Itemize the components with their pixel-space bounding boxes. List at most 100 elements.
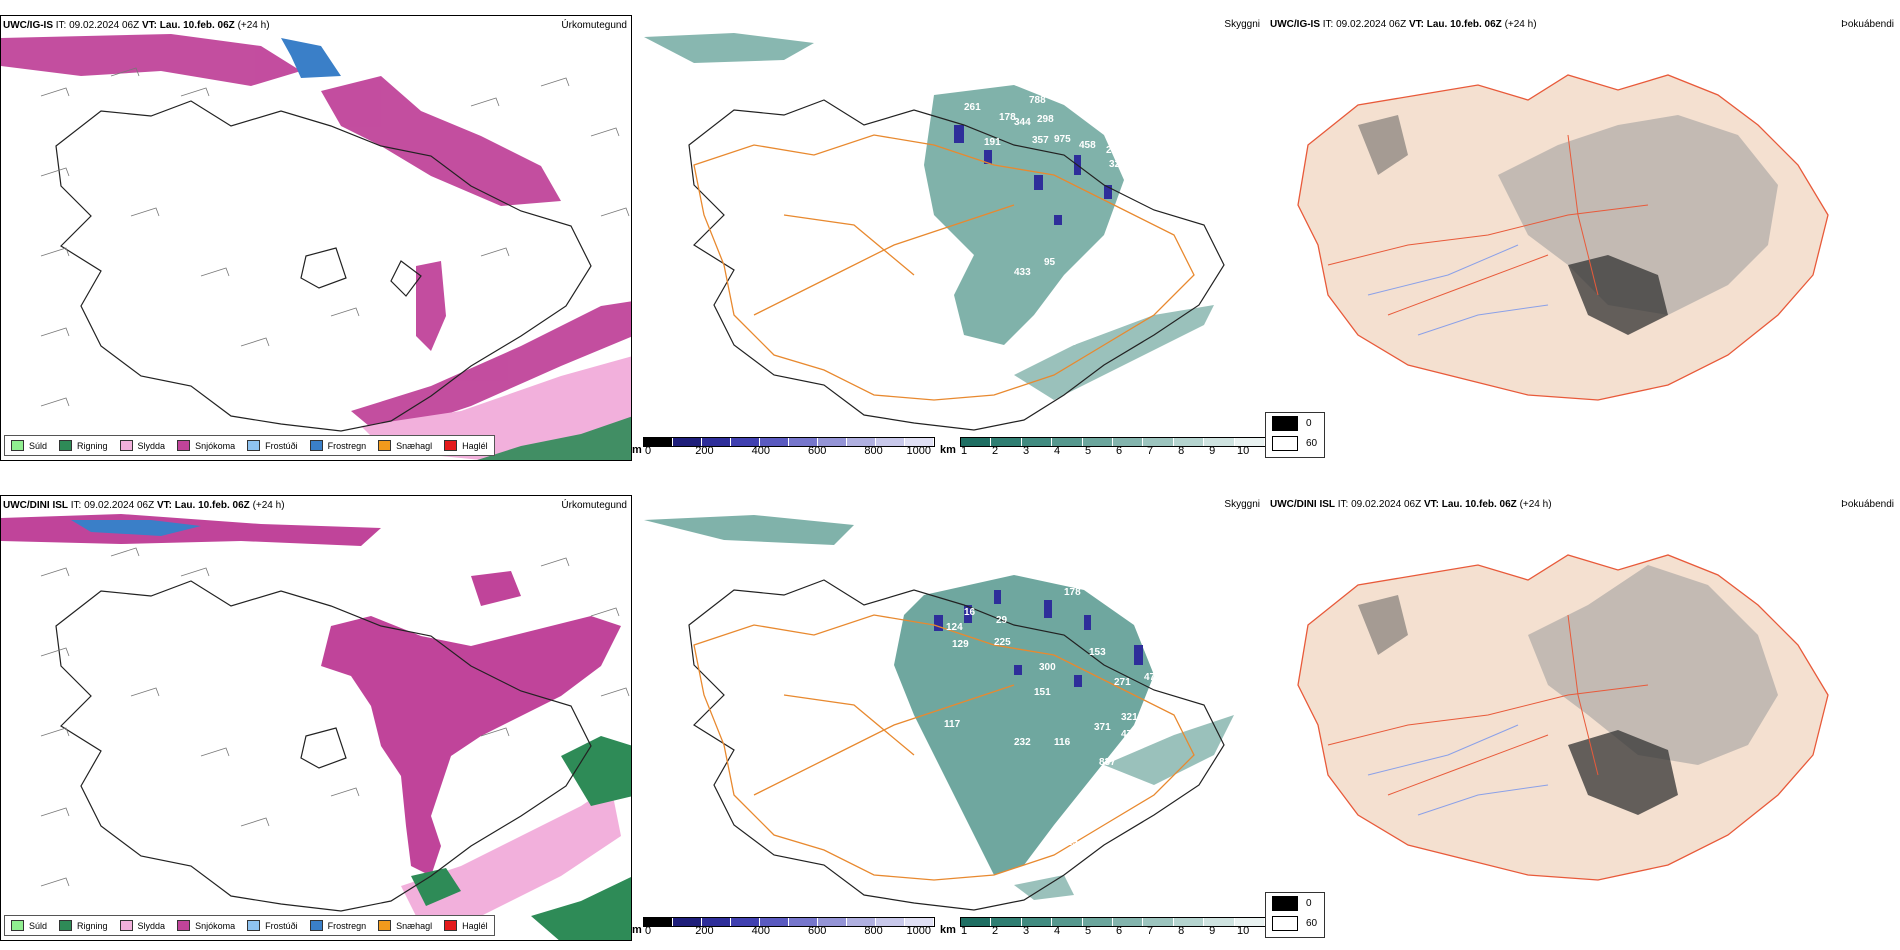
- colorbar-segment: [876, 438, 905, 446]
- colorbar-segment: [644, 438, 673, 446]
- tick-label: 10: [1237, 925, 1250, 937]
- tick-label: 200: [695, 925, 714, 937]
- legend-swatch: [59, 440, 73, 451]
- colorbar-segment: [818, 438, 847, 446]
- colorbar-segment: [991, 438, 1022, 446]
- colorbar-segment: [673, 438, 702, 446]
- elevation-ticks: 0 200 400 600 800 1000: [645, 445, 931, 459]
- height-label: 298: [1037, 114, 1054, 125]
- colorbar-segment: [702, 918, 731, 926]
- colorbar-segment: [818, 918, 847, 926]
- model-name: UWC/DINI ISL: [1270, 499, 1335, 510]
- legend-item-freezing-drizzle: Frostúði: [247, 920, 298, 931]
- legend-swatch: [1272, 435, 1298, 451]
- legend-label: Frostúði: [265, 920, 298, 931]
- panel-header: UWC/DINI ISL IT: 09.02.2024 06Z VT: Lau.…: [1270, 499, 1552, 510]
- colorbar-segment: [905, 438, 934, 446]
- height-label: 837: [1099, 757, 1116, 768]
- tick-label: 1: [960, 445, 968, 457]
- tick-label: 800: [864, 445, 883, 457]
- colorbar-segment: [1082, 438, 1113, 446]
- legend-label: Súld: [29, 440, 48, 451]
- fog-index-title: Þokuábendi: [1841, 499, 1894, 510]
- legend-label: Frostregn: [327, 920, 367, 931]
- legend-swatch: [247, 440, 261, 451]
- colorbar-segment: [1052, 918, 1083, 926]
- legend-label: Snæhagl: [396, 440, 433, 451]
- height-label: 499: [1129, 182, 1146, 193]
- legend-item-drizzle: Súld: [11, 920, 47, 931]
- legend-swatch: [119, 440, 133, 451]
- tick-label: 600: [808, 445, 827, 457]
- colorbar-segment: [789, 918, 818, 926]
- colorbar-segment: [702, 438, 731, 446]
- height-label: 371: [1094, 722, 1111, 733]
- height-label: 153: [1089, 647, 1106, 658]
- visibility-ticks: 1 2 3 4 5 6 7 8 9 10: [960, 445, 1250, 459]
- colorbar-segment: [961, 438, 992, 446]
- lead-time: (+24 h): [1504, 19, 1537, 30]
- colorbar-segment: [1143, 918, 1174, 926]
- height-label: 975: [1054, 134, 1071, 145]
- fog-index-map: [1297, 74, 1829, 401]
- legend-label: Haglél: [462, 440, 488, 451]
- visibility-unit: km: [940, 924, 956, 936]
- fog-index-panel-bottom: UWC/DINI ISL IT: 09.02.2024 06Z VT: Lau.…: [1268, 495, 1900, 941]
- legend-item-graupel: Snæhagl: [378, 440, 432, 451]
- init-time-label: IT:: [1322, 19, 1334, 30]
- legend-swatch: [378, 440, 392, 451]
- lead-time: (+24 h): [237, 20, 270, 31]
- tick-label: 800: [864, 925, 883, 937]
- precip-type-title: Úrkomutegund: [561, 500, 627, 511]
- height-label: 191: [984, 137, 1001, 148]
- height-label: 232: [1014, 737, 1031, 748]
- colorbar-segment: [1234, 918, 1265, 926]
- height-label: 178: [999, 112, 1016, 123]
- model-name: UWC/DINI ISL: [3, 500, 68, 511]
- colorbar-segment: [673, 918, 702, 926]
- tick-label: 1000: [906, 925, 931, 937]
- tick-label: 10: [1237, 445, 1250, 457]
- legend-label: Súld: [29, 920, 48, 931]
- visibility-map: 261 178 788 344 298 357 975 458 191 157 …: [644, 33, 1225, 431]
- colorbar-segment: [1234, 438, 1265, 446]
- legend-label: Rigning: [77, 440, 108, 451]
- elevation-colorbar: [643, 917, 935, 927]
- model-name: UWC/IG-IS: [3, 20, 53, 31]
- visibility-colorbar: [960, 917, 1266, 927]
- colorbar-segment: [760, 918, 789, 926]
- tick-label: 9: [1209, 445, 1216, 457]
- legend-item-freezing-rain: Frostregn: [309, 920, 367, 931]
- visibility-ticks: 1 2 3 4 5 6 7 8 9 10: [961, 925, 1250, 939]
- terrain-height-labels: 124 16 225 129 29 178 42 300 151 153 271…: [944, 587, 1161, 848]
- tick-label: 2: [991, 445, 999, 457]
- init-time-value: 09.02.2024 06Z: [1336, 19, 1407, 30]
- colorbar-segment: [1204, 438, 1235, 446]
- tick-label: 8: [1178, 925, 1185, 937]
- height-label: 95: [1044, 257, 1056, 268]
- tick-label: 4: [1053, 925, 1061, 937]
- legend-item-sleet: Slydda: [119, 920, 165, 931]
- height-label: 29: [996, 615, 1008, 626]
- tick-label: 400: [751, 445, 770, 457]
- legend-swatch: [11, 920, 24, 931]
- legend-swatch: [444, 440, 458, 451]
- lead-time: (+24 h): [252, 500, 285, 511]
- legend-item-snow: Snjókoma: [177, 440, 235, 451]
- colorbar-segment: [731, 918, 760, 926]
- legend-label: Snjókoma: [195, 920, 236, 931]
- precip-type-legend: Súld Rigning Slydda Snjókoma Frostúði Fr…: [4, 435, 495, 456]
- visibility-map: 124 16 225 129 29 178 42 300 151 153 271…: [644, 515, 1234, 911]
- panel-header: UWC/IG-IS IT: 09.02.2024 06Z VT: Lau. 10…: [1270, 19, 1537, 30]
- colorbar-segment: [1112, 918, 1144, 926]
- legend-swatch: [177, 920, 191, 931]
- height-label: 151: [1034, 687, 1051, 698]
- colorbar-segment: [961, 918, 992, 926]
- legend-item-snow: Snjókoma: [177, 920, 235, 931]
- valid-time-label: VT:: [1423, 499, 1439, 510]
- height-label: 319: [1061, 837, 1078, 848]
- height-label: 474: [1121, 729, 1138, 740]
- legend-swatch: [1272, 415, 1298, 431]
- legend-item-hail: Haglél: [444, 440, 488, 451]
- colorbar-segment: [1204, 918, 1235, 926]
